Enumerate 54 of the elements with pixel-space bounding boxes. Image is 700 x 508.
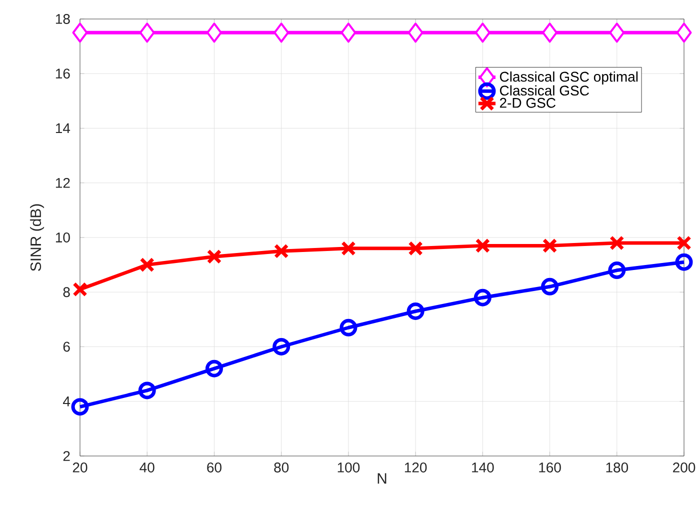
point xyxy=(139,22,155,43)
point xyxy=(541,278,559,296)
point xyxy=(72,22,88,43)
point xyxy=(71,398,89,416)
x-tick-label: 100 xyxy=(338,462,360,472)
point xyxy=(138,382,156,400)
point xyxy=(609,236,624,250)
x-tick-label: 180 xyxy=(606,462,628,472)
point xyxy=(408,22,424,43)
x-tick-label: 40 xyxy=(140,462,154,472)
point xyxy=(340,318,358,336)
point xyxy=(408,241,423,256)
point xyxy=(206,249,222,264)
legend-label: Classical GSC optimal xyxy=(500,71,638,84)
y-tick-label: 2 xyxy=(63,451,70,461)
point xyxy=(341,241,356,256)
point xyxy=(340,22,356,43)
y-tick-label: 16 xyxy=(56,68,70,79)
point xyxy=(272,338,290,356)
point xyxy=(475,238,490,254)
point xyxy=(406,302,424,320)
point xyxy=(474,288,492,306)
x-tick-label: 20 xyxy=(72,462,88,472)
point xyxy=(542,238,558,254)
point xyxy=(72,282,88,297)
y-tick-label: 14 xyxy=(56,123,70,134)
y-tick-label: 6 xyxy=(63,342,70,352)
x-tick-label: 200 xyxy=(673,462,696,472)
point xyxy=(675,253,693,271)
y-axis-title: SINR (dB) xyxy=(30,204,44,271)
point xyxy=(274,244,289,259)
x-tick-label: 60 xyxy=(207,462,222,472)
point xyxy=(542,22,558,43)
legend-label: Classical GSC xyxy=(500,85,589,96)
point xyxy=(676,236,692,250)
x-tick-label: 160 xyxy=(539,462,561,472)
point xyxy=(474,22,490,43)
y-tick-label: 18 xyxy=(56,14,70,24)
x-tick-label: 80 xyxy=(274,462,289,472)
y-tick-label: 10 xyxy=(56,232,70,242)
y-tick-label: 8 xyxy=(63,287,70,298)
x-tick-label: 120 xyxy=(404,462,427,472)
y-tick-label: 12 xyxy=(56,178,70,188)
point xyxy=(205,360,223,378)
legend-label: 2-D GSC xyxy=(500,98,556,108)
point xyxy=(274,22,290,43)
point xyxy=(140,257,155,272)
point xyxy=(608,262,626,280)
y-tick-label: 4 xyxy=(62,396,70,406)
x-tick-label: 140 xyxy=(472,462,494,472)
point xyxy=(609,22,625,43)
point xyxy=(206,22,222,43)
point xyxy=(676,22,692,43)
x-axis-title: N xyxy=(378,473,386,484)
